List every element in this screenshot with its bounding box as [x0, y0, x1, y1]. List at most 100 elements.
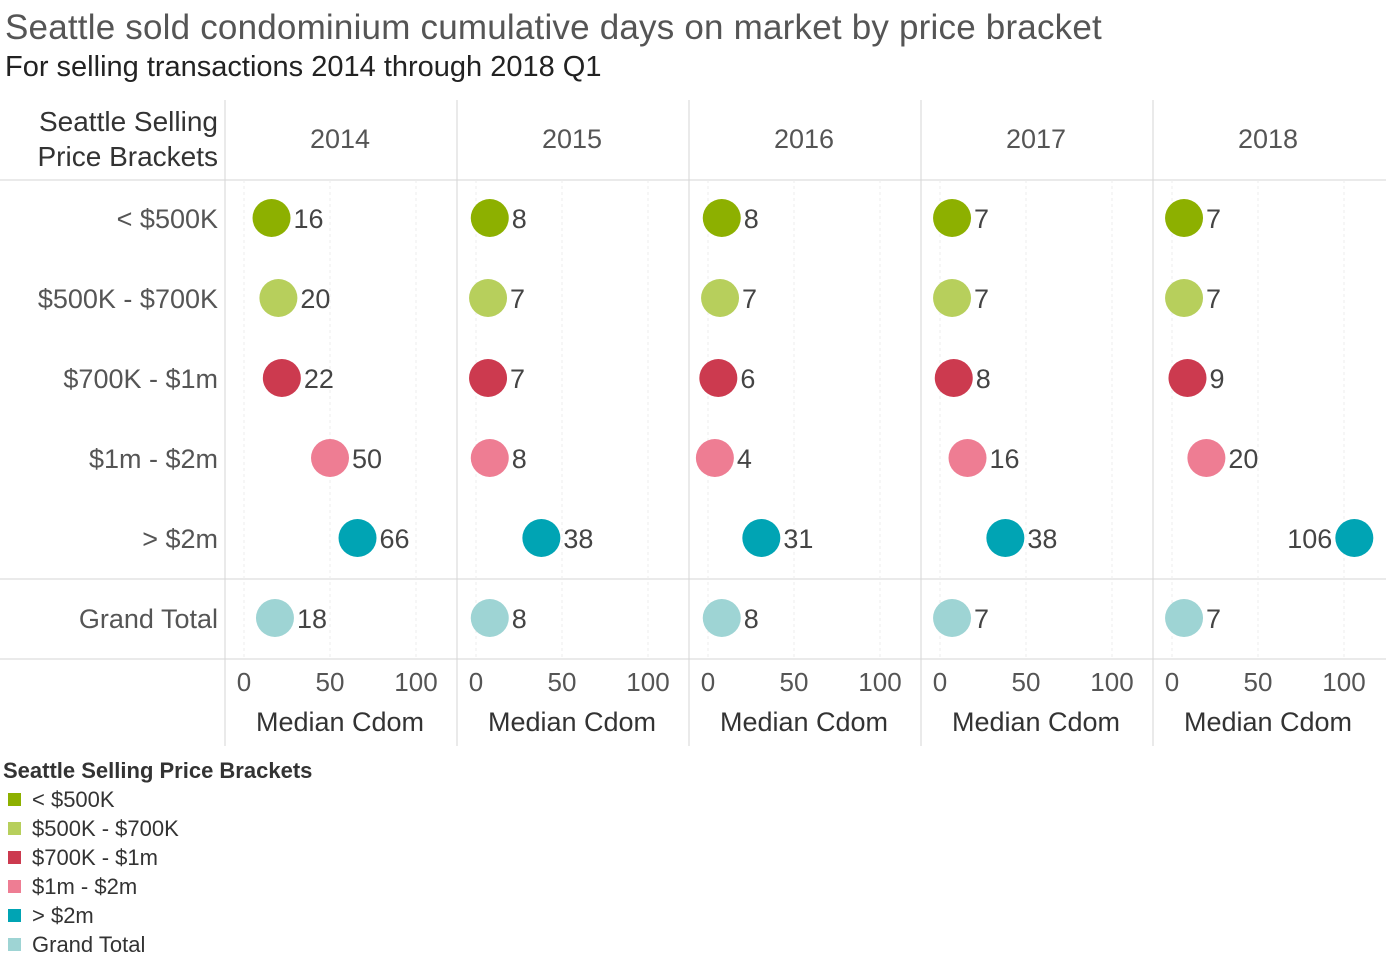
data-label: 7	[510, 284, 525, 314]
data-point	[1168, 359, 1207, 397]
data-point	[695, 439, 734, 477]
data-point	[1187, 439, 1226, 477]
data-label: 8	[744, 604, 759, 634]
x-tick-label: 100	[626, 667, 669, 697]
data-label: 7	[1206, 204, 1221, 234]
data-point	[701, 279, 740, 317]
x-tick-label: 50	[1244, 667, 1273, 697]
legend-item: Grand Total	[3, 930, 312, 959]
data-label: 16	[990, 444, 1020, 474]
column-header-2018: 2018	[1238, 124, 1298, 154]
legend-swatch	[8, 880, 21, 893]
data-label: 7	[742, 284, 757, 314]
row-label: Grand Total	[79, 604, 218, 634]
data-label: 8	[512, 204, 527, 234]
data-point	[262, 359, 301, 397]
data-point	[470, 599, 509, 637]
x-axis-title: Median Cdom	[952, 707, 1120, 737]
data-label: 38	[563, 524, 593, 554]
x-tick-label: 0	[469, 667, 483, 697]
row-label: > $2m	[142, 524, 218, 554]
legend-label: > $2m	[32, 902, 94, 928]
legend-swatch	[8, 909, 21, 922]
x-axis-title: Median Cdom	[1184, 707, 1352, 737]
x-tick-label: 100	[1090, 667, 1133, 697]
legend: Seattle Selling Price Brackets < $500K $5…	[3, 758, 312, 959]
data-point	[948, 439, 987, 477]
row-header-line: Seattle Selling	[39, 106, 218, 137]
x-tick-label: 100	[1322, 667, 1365, 697]
data-label: 106	[1287, 524, 1332, 554]
data-point	[522, 519, 561, 557]
data-point	[1165, 279, 1204, 317]
chart-subtitle: For selling transactions 2014 through 20…	[5, 51, 602, 83]
legend-swatch	[8, 938, 21, 951]
data-label: 8	[976, 364, 991, 394]
data-point	[934, 359, 973, 397]
data-point	[470, 199, 509, 237]
legend-title: Seattle Selling Price Brackets	[3, 758, 313, 783]
legend-label: < $500K	[32, 786, 115, 812]
legend-item: > $2m	[3, 901, 312, 930]
data-label: 9	[1209, 364, 1224, 394]
data-point	[933, 279, 972, 317]
x-tick-label: 0	[237, 667, 251, 697]
x-axis-title: Median Cdom	[720, 707, 888, 737]
data-label: 16	[294, 204, 324, 234]
x-tick-label: 100	[394, 667, 437, 697]
data-point	[338, 519, 377, 557]
x-axis-title: Median Cdom	[488, 707, 656, 737]
legend-item: $700K - $1m	[3, 843, 312, 872]
data-point	[699, 359, 738, 397]
row-header-line: Price Brackets	[38, 141, 219, 172]
legend-label: Grand Total	[32, 931, 146, 957]
legend-item: $500K - $700K	[3, 814, 312, 843]
row-label: $1m - $2m	[89, 444, 218, 474]
data-label: 7	[974, 204, 989, 234]
data-label: 50	[352, 444, 382, 474]
data-point	[311, 439, 349, 477]
x-tick-label: 0	[701, 667, 715, 697]
x-axis-title: Median Cdom	[256, 707, 424, 737]
data-point	[1165, 599, 1204, 637]
column-header-2014: 2014	[310, 124, 370, 154]
column-header-2015: 2015	[542, 124, 602, 154]
data-label: 22	[304, 364, 334, 394]
x-tick-label: 50	[316, 667, 345, 697]
data-point	[702, 599, 741, 637]
legend-swatch	[8, 822, 21, 835]
x-tick-label: 50	[780, 667, 809, 697]
legend-item: < $500K	[3, 785, 312, 814]
data-point	[255, 599, 294, 637]
data-label: 7	[1206, 284, 1221, 314]
chart-title: Seattle sold condominium cumulative days…	[5, 8, 1102, 47]
x-tick-label: 0	[1165, 667, 1179, 697]
data-label: 31	[783, 524, 813, 554]
data-point	[259, 279, 298, 317]
legend-swatch	[8, 851, 21, 864]
data-point	[933, 599, 972, 637]
data-label: 38	[1027, 524, 1057, 554]
data-label: 7	[1206, 604, 1221, 634]
legend-label: $1m - $2m	[32, 873, 138, 899]
row-label: $700K - $1m	[63, 364, 218, 394]
column-header-2016: 2016	[774, 124, 834, 154]
legend-label: $500K - $700K	[32, 815, 179, 841]
data-label: 66	[380, 524, 410, 554]
data-point	[469, 359, 508, 397]
legend-swatch	[8, 793, 21, 806]
row-label: $500K - $700K	[38, 284, 218, 314]
data-label: 7	[510, 364, 525, 394]
legend-label: $700K - $1m	[32, 844, 158, 870]
data-label: 8	[744, 204, 759, 234]
x-tick-label: 50	[548, 667, 577, 697]
column-header-2017: 2017	[1006, 124, 1066, 154]
data-point	[933, 199, 972, 237]
data-label: 8	[512, 444, 527, 474]
data-point	[470, 439, 509, 477]
data-label: 7	[974, 284, 989, 314]
data-label: 20	[1228, 444, 1258, 474]
row-label: < $500K	[117, 204, 218, 234]
x-tick-label: 100	[858, 667, 901, 697]
data-label: 18	[297, 604, 327, 634]
